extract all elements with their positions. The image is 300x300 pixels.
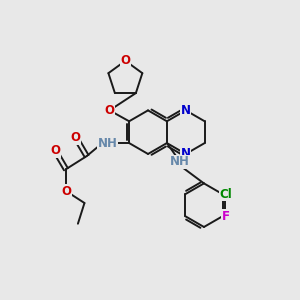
- Text: NH: NH: [98, 136, 117, 150]
- Text: N: N: [181, 148, 191, 160]
- Text: O: O: [61, 184, 71, 197]
- Text: NH: NH: [170, 155, 190, 168]
- Text: Cl: Cl: [219, 188, 232, 201]
- Text: O: O: [71, 131, 81, 144]
- Text: O: O: [104, 104, 115, 117]
- Text: O: O: [50, 144, 60, 157]
- Text: F: F: [222, 210, 230, 223]
- Text: O: O: [120, 54, 130, 67]
- Text: N: N: [181, 104, 191, 117]
